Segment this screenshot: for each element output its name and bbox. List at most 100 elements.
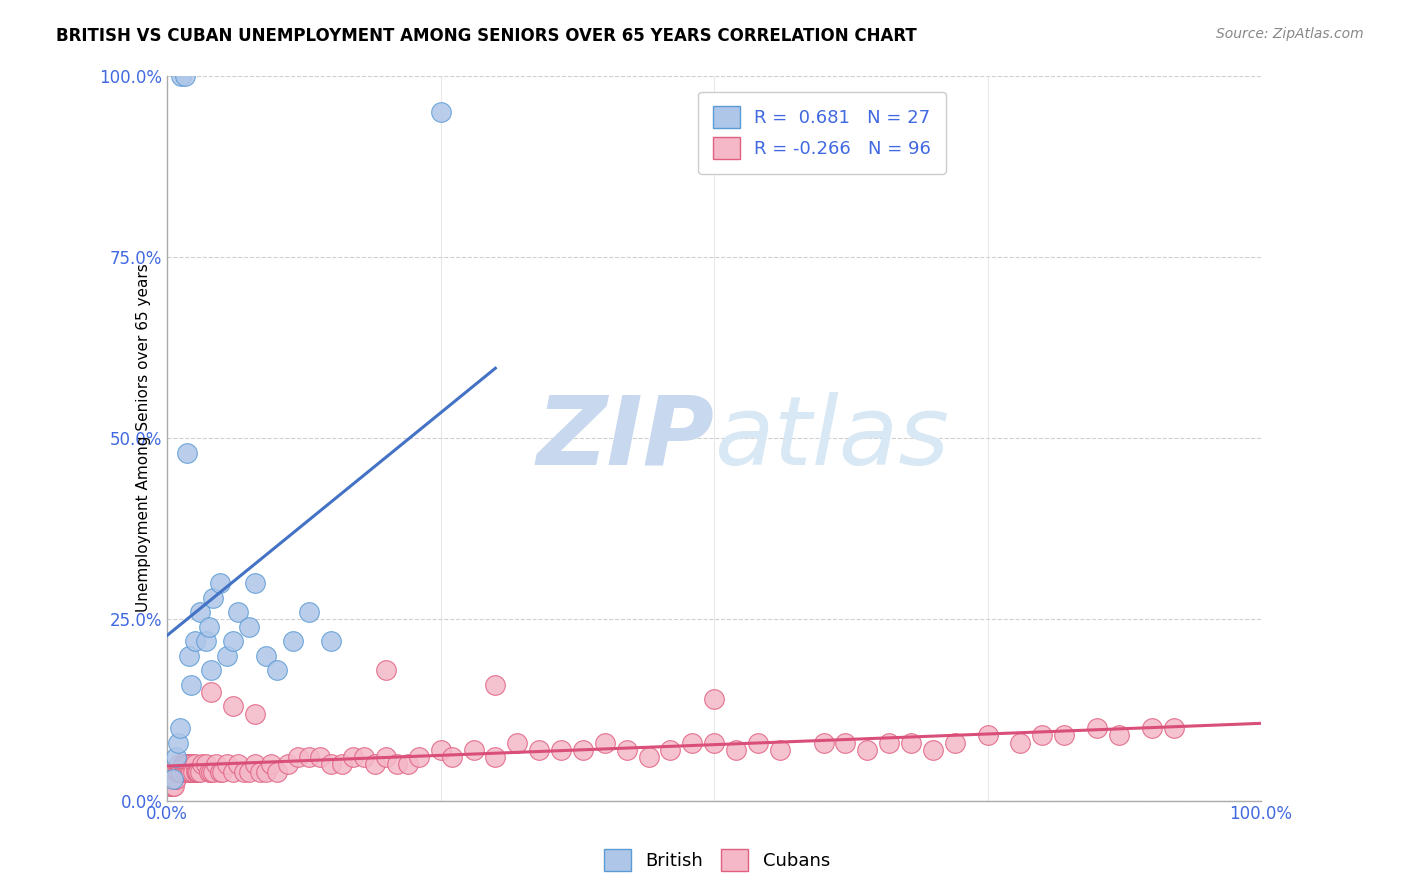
- Point: [877, 736, 900, 750]
- Point: [172, 757, 194, 772]
- Point: [281, 634, 304, 648]
- Point: [200, 685, 222, 699]
- Point: [177, 757, 200, 772]
- Point: [238, 764, 260, 779]
- Point: [463, 743, 485, 757]
- Point: [167, 736, 190, 750]
- Point: [162, 779, 184, 793]
- Point: [1140, 721, 1163, 735]
- Point: [179, 764, 201, 779]
- Point: [165, 772, 187, 786]
- Point: [375, 750, 398, 764]
- Point: [593, 736, 616, 750]
- Point: [243, 576, 266, 591]
- Point: [1108, 728, 1130, 742]
- Point: [703, 736, 725, 750]
- Point: [321, 634, 343, 648]
- Point: [211, 764, 233, 779]
- Point: [484, 750, 506, 764]
- Point: [1053, 728, 1076, 742]
- Point: [176, 445, 198, 459]
- Point: [184, 764, 207, 779]
- Point: [254, 764, 277, 779]
- Point: [181, 757, 204, 772]
- Point: [183, 757, 205, 772]
- Point: [375, 663, 398, 677]
- Point: [900, 736, 922, 750]
- Point: [254, 648, 277, 663]
- Point: [243, 757, 266, 772]
- Point: [217, 648, 239, 663]
- Point: [208, 576, 231, 591]
- Point: [527, 743, 550, 757]
- Point: [813, 736, 835, 750]
- Point: [173, 764, 195, 779]
- Legend: British, Cubans: British, Cubans: [596, 842, 838, 879]
- Point: [1163, 721, 1185, 735]
- Point: [177, 764, 200, 779]
- Point: [180, 677, 202, 691]
- Point: [1031, 728, 1053, 742]
- Point: [163, 772, 186, 786]
- Point: [1010, 736, 1032, 750]
- Point: [616, 743, 638, 757]
- Point: [298, 605, 321, 619]
- Point: [550, 743, 572, 757]
- Point: [169, 721, 191, 735]
- Point: [188, 605, 211, 619]
- Point: [197, 764, 219, 779]
- Point: [167, 757, 190, 772]
- Text: atlas: atlas: [714, 392, 949, 484]
- Text: ZIP: ZIP: [536, 392, 714, 484]
- Point: [277, 757, 299, 772]
- Point: [194, 757, 217, 772]
- Point: [167, 764, 190, 779]
- Point: [177, 648, 200, 663]
- Point: [162, 772, 184, 786]
- Point: [208, 764, 231, 779]
- Point: [976, 728, 998, 742]
- Point: [385, 757, 408, 772]
- Point: [157, 779, 180, 793]
- Point: [222, 699, 245, 714]
- Point: [238, 619, 260, 633]
- Point: [681, 736, 703, 750]
- Point: [187, 764, 209, 779]
- Point: [160, 779, 183, 793]
- Point: [173, 69, 195, 83]
- Point: [353, 750, 375, 764]
- Point: [180, 764, 202, 779]
- Point: [342, 750, 364, 764]
- Point: [260, 757, 283, 772]
- Point: [834, 736, 856, 750]
- Point: [191, 757, 214, 772]
- Point: [197, 619, 219, 633]
- Point: [330, 757, 353, 772]
- Point: [176, 757, 198, 772]
- Point: [202, 764, 225, 779]
- Point: [188, 764, 211, 779]
- Point: [186, 764, 208, 779]
- Point: [298, 750, 321, 764]
- Text: Source: ZipAtlas.com: Source: ZipAtlas.com: [1216, 27, 1364, 41]
- Point: [429, 743, 451, 757]
- Point: [217, 757, 239, 772]
- Point: [205, 757, 228, 772]
- Point: [183, 764, 205, 779]
- Point: [856, 743, 879, 757]
- Point: [1085, 721, 1108, 735]
- Point: [309, 750, 332, 764]
- Legend: R =  0.681   N = 27, R = -0.266   N = 96: R = 0.681 N = 27, R = -0.266 N = 96: [699, 92, 946, 174]
- Y-axis label: Unemployment Among Seniors over 65 years: Unemployment Among Seniors over 65 years: [136, 264, 152, 613]
- Point: [572, 743, 595, 757]
- Point: [922, 743, 945, 757]
- Point: [202, 591, 225, 605]
- Point: [232, 764, 254, 779]
- Point: [222, 764, 245, 779]
- Point: [173, 757, 195, 772]
- Point: [287, 750, 309, 764]
- Point: [163, 779, 186, 793]
- Point: [747, 736, 769, 750]
- Point: [170, 764, 193, 779]
- Point: [943, 736, 966, 750]
